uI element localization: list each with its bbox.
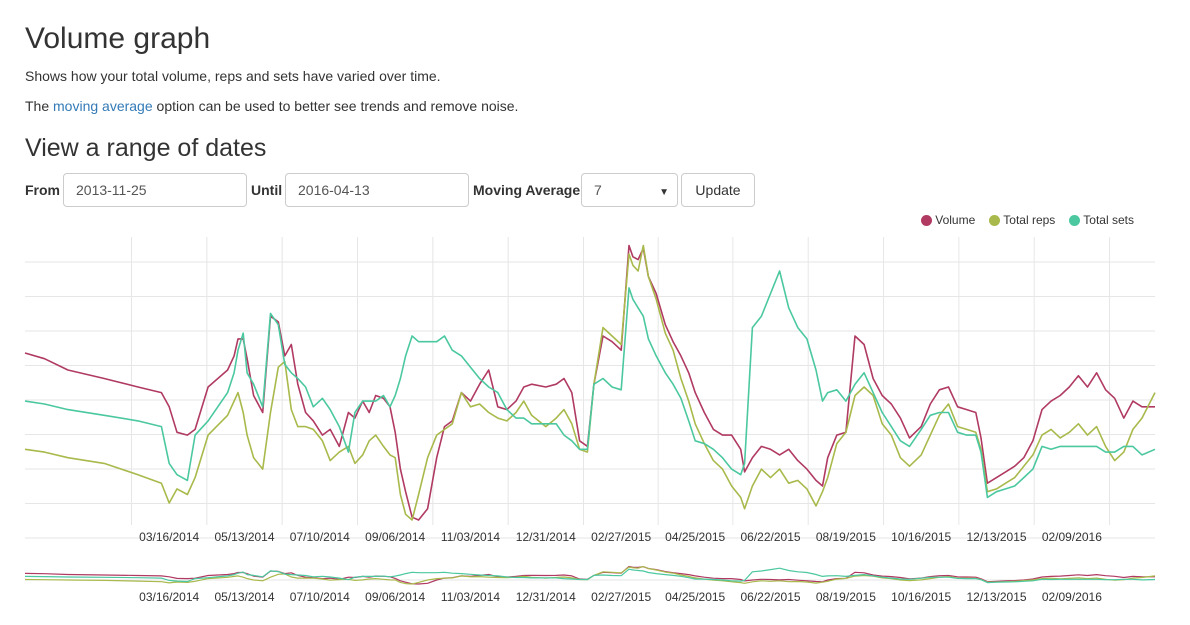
x-tick-label: 11/03/2014 xyxy=(441,530,500,544)
navigator-tick-label: 03/16/2014 xyxy=(139,590,199,604)
legend-swatch-icon xyxy=(1069,214,1081,226)
navigator-tick-label: 02/09/2016 xyxy=(1042,590,1102,604)
moving-average-link[interactable]: moving average xyxy=(53,98,153,114)
navigator-tick-label: 11/03/2014 xyxy=(441,590,500,604)
update-button[interactable]: Update xyxy=(681,173,755,207)
x-tick-label: 02/27/2015 xyxy=(591,530,651,544)
x-tick-label: 03/16/2014 xyxy=(139,530,199,544)
navigator-tick-label: 06/22/2015 xyxy=(741,590,801,604)
page-title: Volume graph xyxy=(25,22,211,55)
legend-label: Total reps xyxy=(1003,213,1056,227)
moving-average-label: Moving Average xyxy=(473,182,581,198)
series-line-total-reps xyxy=(24,244,1156,521)
series-line-total-sets xyxy=(24,270,1156,499)
navigator-tick-label: 10/16/2015 xyxy=(891,590,951,604)
caret-down-icon: ▼ xyxy=(659,187,669,198)
x-tick-label: 09/06/2014 xyxy=(365,530,425,544)
legend-swatch-icon xyxy=(921,214,933,226)
x-tick-label: 12/13/2015 xyxy=(967,530,1027,544)
range-heading: View a range of dates xyxy=(25,134,267,162)
until-label: Until xyxy=(251,182,283,198)
legend-swatch-icon xyxy=(989,214,1001,226)
chart-legend: Volume Total reps Total sets xyxy=(921,213,1134,227)
navigator-tick-label: 08/19/2015 xyxy=(816,590,876,604)
page-description: Shows how your total volume, reps and se… xyxy=(25,68,441,84)
from-label: From xyxy=(25,182,60,198)
navigator-tick-label: 09/06/2014 xyxy=(365,590,425,604)
moving-note-suffix: option can be used to better see trends … xyxy=(152,98,519,114)
navigator-tick-label: 04/25/2015 xyxy=(665,590,725,604)
legend-item[interactable]: Total sets xyxy=(1069,213,1134,227)
legend-label: Volume xyxy=(935,213,976,227)
navigator-tick-label: 12/13/2015 xyxy=(967,590,1027,604)
navigator-tick-label: 05/13/2014 xyxy=(214,590,274,604)
x-tick-label: 10/16/2015 xyxy=(891,530,951,544)
from-date-input[interactable]: 2013-11-25 xyxy=(63,173,247,207)
moving-average-note: The moving average option can be used to… xyxy=(25,98,518,114)
navigator-tick-label: 07/10/2014 xyxy=(290,590,350,604)
x-tick-label: 07/10/2014 xyxy=(290,530,350,544)
moving-average-select[interactable]: 7 ▼ xyxy=(581,173,678,207)
legend-item[interactable]: Total reps xyxy=(989,213,1055,227)
legend-label: Total sets xyxy=(1083,213,1134,227)
x-tick-label: 04/25/2015 xyxy=(665,530,725,544)
moving-note-prefix: The xyxy=(25,98,54,114)
navigator-tick-label: 12/31/2014 xyxy=(516,590,576,604)
x-tick-label: 12/31/2014 xyxy=(516,530,576,544)
until-date-input[interactable]: 2016-04-13 xyxy=(285,173,469,207)
legend-item[interactable]: Volume xyxy=(921,213,975,227)
x-tick-label: 05/13/2014 xyxy=(214,530,274,544)
navigator-line-total-sets xyxy=(24,567,1156,584)
moving-average-value: 7 xyxy=(594,182,602,198)
x-tick-label: 08/19/2015 xyxy=(816,530,876,544)
x-tick-label: 02/09/2016 xyxy=(1042,530,1102,544)
navigator-tick-label: 02/27/2015 xyxy=(591,590,651,604)
x-tick-label: 06/22/2015 xyxy=(741,530,801,544)
